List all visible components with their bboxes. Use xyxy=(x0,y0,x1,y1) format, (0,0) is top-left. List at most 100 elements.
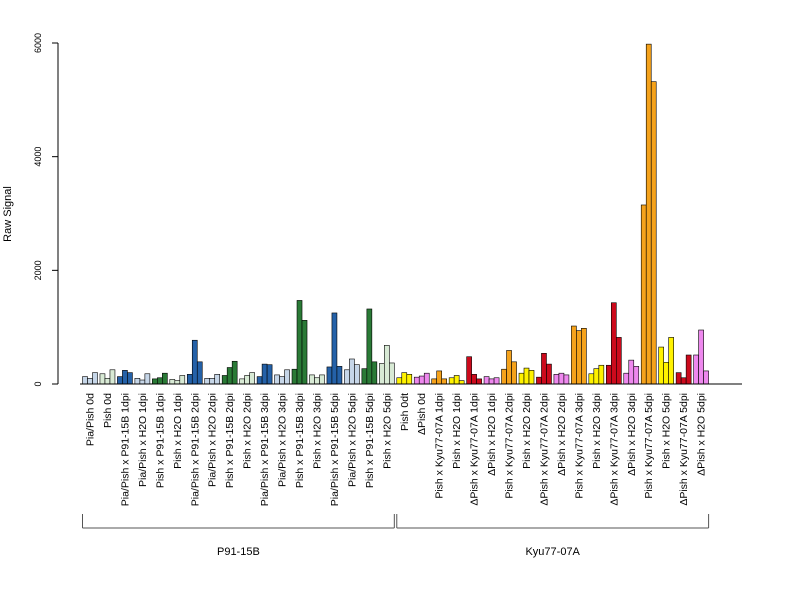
bar xyxy=(441,378,448,385)
bar xyxy=(623,372,630,385)
bar xyxy=(518,372,525,385)
bar xyxy=(214,374,221,385)
bar xyxy=(309,374,315,385)
bar xyxy=(546,363,552,385)
bar xyxy=(605,364,612,385)
bar xyxy=(558,372,565,385)
bar xyxy=(528,370,535,385)
bar xyxy=(401,372,408,385)
bar xyxy=(698,329,704,385)
x-tick-label: Pish x Kyu77-07A 2dpi xyxy=(504,393,516,499)
x-tick-label: ΔPish x Kyu77-07A 1dpi xyxy=(469,393,481,506)
x-tick-label: Pish x P91-15B 3dpi xyxy=(294,393,306,488)
x-tick-label: ΔPish x Kyu77-07A 2dpi xyxy=(538,393,550,506)
bar xyxy=(389,362,395,385)
bar xyxy=(261,363,268,385)
bar xyxy=(588,373,595,385)
bar xyxy=(296,300,303,385)
bar xyxy=(361,368,368,385)
bar xyxy=(104,378,111,385)
x-tick-label: Pish x Kyu77-07A 1dpi xyxy=(434,393,446,499)
x-tick-label: ΔPish x H2O 1dpi xyxy=(486,393,498,476)
bar xyxy=(471,374,477,385)
x-tick-label: Pia/Pish x H2O 2dpi xyxy=(207,393,219,487)
bar xyxy=(506,350,512,385)
bar xyxy=(109,369,116,385)
y-axis: 0 2000 4000 6000 xyxy=(33,33,59,387)
bar xyxy=(354,364,360,385)
x-tick-label: Pish x Kyu77-07A 3dpi xyxy=(573,393,585,499)
bar xyxy=(134,378,141,385)
bar xyxy=(581,327,587,385)
x-tick-label: Pish x H2O 2dpi xyxy=(242,393,254,469)
bar xyxy=(658,346,664,385)
x-tick-label: Pia/Pish 0d xyxy=(85,393,97,446)
bar xyxy=(87,378,93,385)
bar xyxy=(418,375,425,385)
bar xyxy=(249,372,255,385)
x-tick-label: Pish x H2O 1dpi xyxy=(172,393,184,469)
x-tick-label: Pish x P91-15B 2dpi xyxy=(224,393,236,488)
bar xyxy=(336,366,343,385)
bar xyxy=(668,337,674,385)
bar xyxy=(169,379,176,385)
bar xyxy=(523,367,530,385)
x-tick-labels: Pia/Pish 0d Pish 0d Pia/Pish x P91-15B 1dp… xyxy=(85,393,708,506)
bar xyxy=(244,375,250,385)
bar xyxy=(349,358,355,385)
bar xyxy=(633,366,640,385)
bar xyxy=(448,377,455,385)
bar xyxy=(331,312,338,385)
y-tick-label: 2000 xyxy=(33,260,43,280)
bar xyxy=(693,354,699,385)
x-tick-label: ΔPish x Kyu77-07A 5dpi xyxy=(678,393,690,506)
x-tick-label: Pish x H2O 5dpi xyxy=(661,393,673,469)
bar xyxy=(406,374,413,385)
y-tick-label: 4000 xyxy=(33,147,43,167)
bar xyxy=(563,374,570,385)
bars xyxy=(82,43,709,385)
bar xyxy=(571,325,577,385)
x-tick-label: Pish x H2O 2dpi xyxy=(521,393,533,469)
x-tick-label: Pish 0d xyxy=(102,393,114,428)
bar xyxy=(466,356,472,385)
x-tick-label: Pia/Pish x P91-15B 5dpi xyxy=(329,393,341,506)
bar xyxy=(157,377,163,385)
bar xyxy=(174,380,181,385)
x-tick-label: ΔPish 0d xyxy=(416,393,428,435)
bar xyxy=(483,376,490,385)
x-tick-label: ΔPish x Kyu77-07A 3dpi xyxy=(608,393,620,506)
bar xyxy=(458,380,465,385)
bar xyxy=(379,363,385,385)
x-tick-label: ΔPish x H2O 2dpi xyxy=(556,393,568,476)
x-tick-label: Pish x Kyu77-07A 5dpi xyxy=(643,393,655,499)
bar xyxy=(266,364,273,385)
bar xyxy=(615,337,622,385)
bar xyxy=(162,372,168,385)
x-tick-label: Pish x H2O 5dpi xyxy=(381,393,393,469)
bar xyxy=(640,204,647,385)
bar xyxy=(314,377,320,385)
bar xyxy=(221,375,228,385)
bar xyxy=(453,375,460,385)
bar xyxy=(92,372,98,385)
bar xyxy=(680,377,687,385)
bar xyxy=(196,361,203,385)
bar xyxy=(179,375,186,385)
x-tick-label: Pia/Pish x P91-15B 2dpi xyxy=(189,393,201,506)
bar xyxy=(576,330,582,385)
bar xyxy=(82,376,88,385)
bar xyxy=(99,373,106,385)
y-axis-label: Raw Signal xyxy=(2,186,14,242)
bar xyxy=(344,369,350,385)
x-tick-label: Pish x H2O 3dpi xyxy=(591,393,603,469)
bar xyxy=(536,376,542,385)
bar xyxy=(301,320,308,385)
x-tick-label: Pish 0dt xyxy=(399,393,411,431)
bar xyxy=(371,361,378,385)
bar xyxy=(117,376,123,385)
bar xyxy=(645,43,652,385)
bar xyxy=(431,378,438,385)
strain-label: P91-15B xyxy=(217,546,260,558)
